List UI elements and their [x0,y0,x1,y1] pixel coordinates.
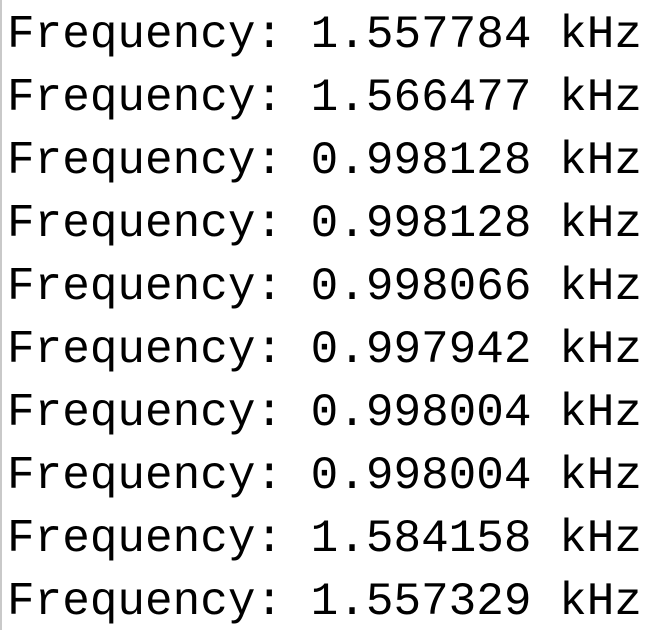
frequency-label: Frequency: [7,387,284,439]
frequency-unit: kHz [559,387,642,439]
frequency-label: Frequency: [7,513,284,565]
frequency-output-line: Frequency: 1.584158 kHz [7,508,655,571]
frequency-value: 0.998128 [310,198,532,250]
frequency-unit: kHz [559,261,642,313]
frequency-label: Frequency: [7,576,284,628]
frequency-output-line: Frequency: 1.557784 kHz [7,4,655,67]
frequency-value: 0.997942 [310,324,532,376]
frequency-value: 0.998004 [310,387,532,439]
frequency-label: Frequency: [7,261,284,313]
frequency-label: Frequency: [7,198,284,250]
frequency-output-line: Frequency: 1.566477 kHz [7,67,655,130]
frequency-unit: kHz [559,9,642,61]
frequency-output-line: Frequency: 0.998004 kHz [7,382,655,445]
frequency-unit: kHz [559,576,642,628]
frequency-label: Frequency: [7,135,284,187]
frequency-value: 0.998128 [310,135,532,187]
frequency-value: 1.584158 [310,513,532,565]
frequency-label: Frequency: [7,324,284,376]
frequency-label: Frequency: [7,72,284,124]
frequency-output-line: Frequency: 0.998128 kHz [7,130,655,193]
frequency-value: 1.566477 [310,72,532,124]
frequency-label: Frequency: [7,9,284,61]
frequency-value: 1.557784 [310,9,532,61]
frequency-unit: kHz [559,135,642,187]
frequency-value: 0.998066 [310,261,532,313]
frequency-value: 1.557329 [310,576,532,628]
frequency-label: Frequency: [7,450,284,502]
frequency-output-line: Frequency: 0.998066 kHz [7,256,655,319]
frequency-output-line: Frequency: 0.998128 kHz [7,193,655,256]
frequency-output-line: Frequency: 0.998004 kHz [7,445,655,508]
frequency-value: 0.998004 [310,450,532,502]
frequency-unit: kHz [559,198,642,250]
frequency-unit: kHz [559,513,642,565]
frequency-unit: kHz [559,450,642,502]
frequency-output-line: Frequency: 0.997942 kHz [7,319,655,382]
frequency-output-line: Frequency: 1.557329 kHz [7,571,655,630]
frequency-unit: kHz [559,324,642,376]
frequency-unit: kHz [559,72,642,124]
output-lines: Frequency: 1.557784 kHz Frequency: 1.5664… [7,4,655,630]
